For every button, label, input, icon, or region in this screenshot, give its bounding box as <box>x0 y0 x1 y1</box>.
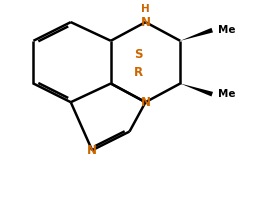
Text: N: N <box>87 144 97 157</box>
Text: Me: Me <box>218 89 235 99</box>
Polygon shape <box>180 83 213 97</box>
Text: S: S <box>134 48 143 61</box>
Text: N: N <box>141 16 150 29</box>
Text: N: N <box>141 96 150 109</box>
Polygon shape <box>180 28 213 41</box>
Text: R: R <box>134 66 143 79</box>
Text: Me: Me <box>218 25 235 35</box>
Text: H: H <box>141 4 150 14</box>
